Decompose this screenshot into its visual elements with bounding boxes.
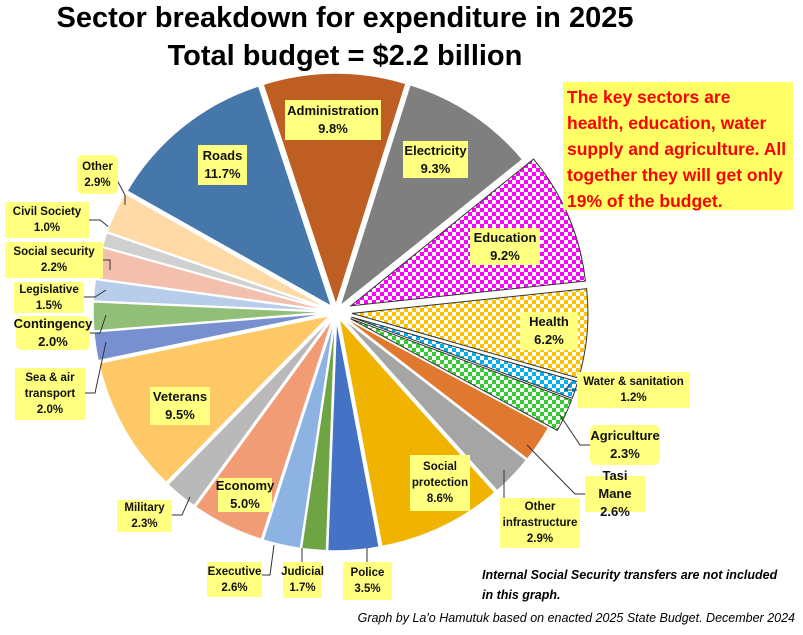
leader-line-sea-air-transport (85, 341, 107, 394)
data-label-contingency: Contingency 2.0% (13, 316, 93, 350)
leader-line-social-security (103, 259, 111, 270)
data-label-name: Health (529, 314, 569, 329)
leader-line-contingency (90, 314, 107, 334)
data-label-value: 2.2% (40, 262, 68, 274)
data-label-name: Social security (13, 246, 95, 258)
slice-executive (261, 318, 336, 550)
data-label-electricity: Electricity 9.3% (403, 141, 468, 178)
data-label-value: 8.6% (426, 493, 454, 505)
slice-other (106, 192, 331, 310)
data-label-social-protection: Social protection 8.6% (410, 455, 470, 511)
leader-line-executive (262, 544, 275, 576)
data-label-veterans: Veterans 9.5% (150, 387, 210, 425)
data-label-roads: Roads 11.7% (198, 145, 247, 185)
slice-other-infrastructure (340, 316, 528, 492)
slice-agriculture (350, 318, 573, 432)
data-label-value: 2.9% (84, 176, 111, 189)
data-label-judicial: Judicial 1.7% (281, 562, 324, 598)
data-label-value: 1.0% (33, 222, 61, 234)
data-label-value: 6.2% (534, 332, 564, 347)
data-label-water-sanitation: Water & sanitation 1.2% (577, 372, 690, 408)
data-label-name: Tasi Mane (598, 468, 632, 501)
data-label-name: Police (350, 567, 385, 579)
data-label-executive: Executive 2.6% (207, 562, 262, 597)
leader-line-other (116, 179, 126, 205)
data-label-value: 1.7% (289, 582, 316, 594)
data-label-social-security: Social security 2.2% (5, 242, 103, 278)
data-label-health: Health 6.2% (520, 312, 578, 350)
data-label-value: 2.6% (221, 581, 248, 594)
data-label-education: Education 9.2% (470, 228, 540, 265)
data-label-name: Legislative (19, 283, 79, 296)
slice-contingency (92, 301, 330, 332)
data-label-value: 2.3% (610, 446, 640, 461)
data-label-value: 2.0% (38, 334, 68, 349)
credit-line: Graph by La'o Hamutuk based on enacted 2… (357, 611, 795, 625)
data-label-name: Veterans (152, 389, 208, 404)
data-label-name: Judicial (281, 566, 324, 578)
data-label-value: 2.9% (526, 533, 554, 545)
data-label-value: 9.3% (420, 160, 451, 176)
data-label-name: Education (473, 229, 537, 245)
data-label-name: Electricity (404, 142, 467, 158)
data-label-name: Other (82, 160, 113, 173)
data-label-value: 2.3% (131, 518, 158, 530)
slice-legislative (92, 278, 330, 313)
slice-education (349, 158, 586, 307)
slice-sea-air-transport (93, 312, 330, 362)
data-label-name: Contingency (13, 316, 93, 331)
data-label-name: Other infrastructure (502, 501, 578, 529)
data-label-police: Police 3.5% (343, 562, 392, 600)
key-sectors-note: The key sectors are health, education, w… (563, 82, 793, 211)
data-label-value: 9.8% (318, 121, 348, 136)
chart-title: Sector breakdown for expenditure in 2025 (56, 2, 634, 34)
leader-line-legislative (84, 289, 107, 298)
data-label-name: Social protection (411, 461, 469, 489)
leader-line-tasi-mane (526, 444, 585, 495)
slice-electricity (338, 83, 524, 309)
chart-subtitle: Total budget = $2.2 billion (167, 40, 523, 72)
data-label-name: Sea & air transport (24, 372, 76, 400)
leader-line-agriculture (559, 414, 590, 446)
data-label-value: 2.6% (600, 504, 630, 519)
data-label-value: 3.5% (354, 583, 381, 595)
slice-tasi-mane (341, 315, 550, 461)
data-label-name: Roads (202, 148, 243, 163)
data-label-civil-society: Civil Society 1.0% (5, 202, 89, 238)
slice-roads (125, 84, 333, 309)
data-label-value: 1.5% (35, 299, 63, 312)
data-label-other-infrastructure: Other infrastructure 2.9% (500, 498, 580, 548)
data-label-name: Administration (287, 103, 379, 118)
data-label-economy: Economy 5.0% (215, 478, 275, 512)
data-label-value: 11.7% (204, 166, 241, 181)
data-label-value: 9.2% (490, 247, 520, 263)
data-label-name: Water & sanitation (583, 376, 684, 388)
data-label-agriculture: Agriculture 2.3% (590, 425, 660, 465)
leader-line-water-sanitation (563, 381, 577, 391)
data-label-tasi-mane: Tasi Mane 2.6% (585, 468, 645, 519)
data-label-name: Economy (215, 478, 275, 493)
data-label-military: Military 2.3% (117, 500, 172, 532)
data-label-value: 1.2% (620, 392, 647, 404)
slice-judicial (300, 318, 337, 552)
slice-military (166, 316, 333, 507)
data-label-administration: Administration 9.8% (285, 100, 381, 140)
data-label-name: Agriculture (590, 428, 660, 443)
leader-line-military (172, 496, 191, 516)
data-label-value: 5.0% (230, 496, 260, 511)
data-label-other: Other 2.9% (77, 155, 118, 194)
data-label-sea-air-transport: Sea & air transport 2.0% (15, 368, 85, 420)
data-label-name: Civil Society (12, 206, 82, 218)
slice-veterans (98, 314, 333, 484)
footnote: Internal Social Security transfers are n… (482, 568, 778, 602)
data-label-value: 9.5% (165, 407, 195, 422)
slice-police (326, 318, 381, 552)
data-label-value: 2.0% (36, 404, 64, 416)
data-label-name: Military (124, 502, 165, 514)
data-label-legislative: Legislative 1.5% (14, 282, 84, 313)
data-label-name: Executive (207, 565, 262, 578)
